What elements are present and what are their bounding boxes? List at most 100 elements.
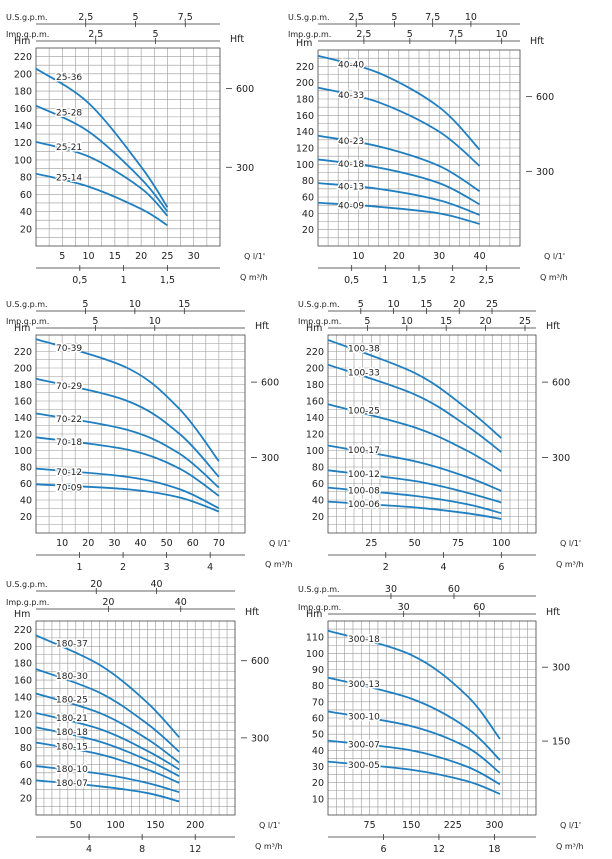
series-curve-100-08 — [327, 486, 502, 515]
x-tick-label: 300 — [485, 820, 503, 831]
series-label-25-28: 25-28 — [56, 108, 82, 118]
series-curve-100-12 — [327, 469, 502, 504]
y-tick-label: 180 — [306, 380, 324, 391]
y-tick-label: 90 — [312, 665, 324, 676]
x-tick-label: 75 — [452, 538, 464, 549]
chart-6: 10 20 30 40 50 60 70 80 90 100 110 Hm Hft 150 300 75 150… — [298, 584, 584, 855]
y-tick-label: 100 — [14, 726, 32, 737]
series-curve-40-23 — [317, 134, 481, 193]
x2-tick-label: 4 — [441, 562, 447, 573]
grid — [36, 621, 235, 815]
top2-tick-label: 25 — [519, 316, 531, 327]
top1-axis-title: U.S.g.p.m. — [298, 585, 340, 594]
y-tick-label: 40 — [302, 209, 314, 220]
x-tick-label: 150 — [146, 820, 164, 831]
series-curve-180-25 — [35, 692, 180, 764]
x2-axis-title: Q m³/h — [265, 560, 293, 569]
series-label-100-33: 100-33 — [348, 368, 380, 378]
series-label-180-15: 180-15 — [56, 742, 88, 752]
top1-tick-label: 30 — [385, 584, 397, 595]
y-tick-label: 40 — [312, 496, 324, 507]
y-tick-label: 100 — [14, 446, 32, 457]
y-tick-label: 80 — [20, 463, 32, 474]
series-curve-25-36 — [35, 67, 169, 208]
series-label-180-25: 180-25 — [56, 695, 88, 705]
y-tick-label: 20 — [20, 512, 32, 523]
y2-axis-title: Hft — [245, 607, 259, 618]
x-tick-label: 20 — [82, 538, 94, 549]
series-label-100-08: 100-08 — [348, 486, 380, 496]
top2-tick-label: 30 — [398, 602, 410, 613]
series-curve-300-18 — [327, 629, 501, 740]
series-curve-100-33 — [327, 363, 502, 453]
y-tick-label: 110 — [306, 633, 324, 644]
y-tick-label: 60 — [302, 193, 314, 204]
x2-tick-label: 8 — [139, 844, 145, 855]
x2-tick-label: 6 — [380, 844, 386, 855]
y-tick-label: 50 — [312, 730, 324, 741]
x-tick-label: 25 — [161, 251, 173, 262]
x-tick-label: 200 — [186, 820, 204, 831]
top1-axis-title: U.S.g.p.m. — [298, 300, 340, 309]
y2-axis-title: Hft — [230, 34, 244, 45]
y-tick-label: 80 — [20, 173, 32, 184]
series-label-100-12: 100-12 — [348, 470, 380, 480]
y-tick-label: 140 — [14, 413, 32, 424]
top1-tick-label: 15 — [420, 299, 432, 310]
top1-tick-label: 5 — [82, 299, 88, 310]
top1-tick-label: 2,5 — [349, 12, 364, 23]
y-tick-label: 100 — [14, 155, 32, 166]
x-axis-title: Q l/1' — [244, 252, 265, 261]
top1-axis-title: U.S.g.p.m. — [6, 580, 48, 589]
y-axis-title: Hm — [14, 609, 30, 620]
series-label-70-39: 70-39 — [56, 344, 82, 354]
y-axis-title: Hm — [14, 36, 30, 47]
series-curve-180-07 — [35, 779, 180, 803]
y-tick-label: 220 — [14, 625, 32, 636]
series-curve-180-18 — [35, 726, 180, 778]
grid — [36, 335, 245, 533]
y-tick-label: 220 — [296, 62, 314, 73]
x-tick-label: 50 — [161, 538, 173, 549]
plot-frame — [35, 620, 236, 816]
top2-tick-label: 20 — [480, 316, 492, 327]
y-tick-label: 160 — [296, 111, 314, 122]
top2-tick-label: 15 — [440, 316, 452, 327]
y-tick-label: 100 — [306, 446, 324, 457]
series-label-40-09: 40-09 — [338, 201, 364, 211]
y-tick-label: 10 — [312, 794, 324, 805]
y-tick-label: 220 — [14, 347, 32, 358]
series-label-300-13: 300-13 — [348, 680, 380, 690]
top1-tick-label: 20 — [453, 299, 465, 310]
y-tick-label: 40 — [312, 746, 324, 757]
y2-tick-label: 600 — [251, 656, 269, 667]
x2-tick-label: 0,5 — [344, 275, 359, 286]
top2-axis-title: Imp.g.p.m. — [288, 30, 331, 39]
series-curve-70-22 — [35, 412, 220, 489]
y2-axis-title: Hft — [546, 607, 560, 618]
x-tick-label: 30 — [188, 251, 200, 262]
top1-tick-label: 10 — [129, 299, 141, 310]
series-label-300-05: 300-05 — [348, 761, 380, 771]
y-tick-label: 40 — [20, 777, 32, 788]
y-tick-label: 60 — [312, 479, 324, 490]
series-label-180-10: 180-10 — [56, 765, 88, 775]
series-curve-180-30 — [35, 668, 180, 753]
top1-tick-label: 60 — [448, 584, 460, 595]
x-tick-label: 150 — [402, 820, 420, 831]
y-tick-label: 80 — [20, 743, 32, 754]
series-label-180-21: 180-21 — [56, 714, 88, 724]
x2-tick-label: 6 — [498, 562, 504, 573]
top1-tick-label: 5 — [358, 299, 364, 310]
series-label-180-30: 180-30 — [56, 672, 88, 682]
series-label-180-07: 180-07 — [56, 779, 88, 789]
y-tick-label: 100 — [296, 160, 314, 171]
y2-tick-label: 300 — [536, 167, 554, 178]
y-tick-label: 180 — [296, 95, 314, 106]
y-axis-title: Hm — [306, 323, 322, 334]
x-tick-label: 30 — [433, 251, 445, 262]
y-tick-label: 140 — [306, 413, 324, 424]
series-label-100-25: 100-25 — [348, 406, 380, 416]
